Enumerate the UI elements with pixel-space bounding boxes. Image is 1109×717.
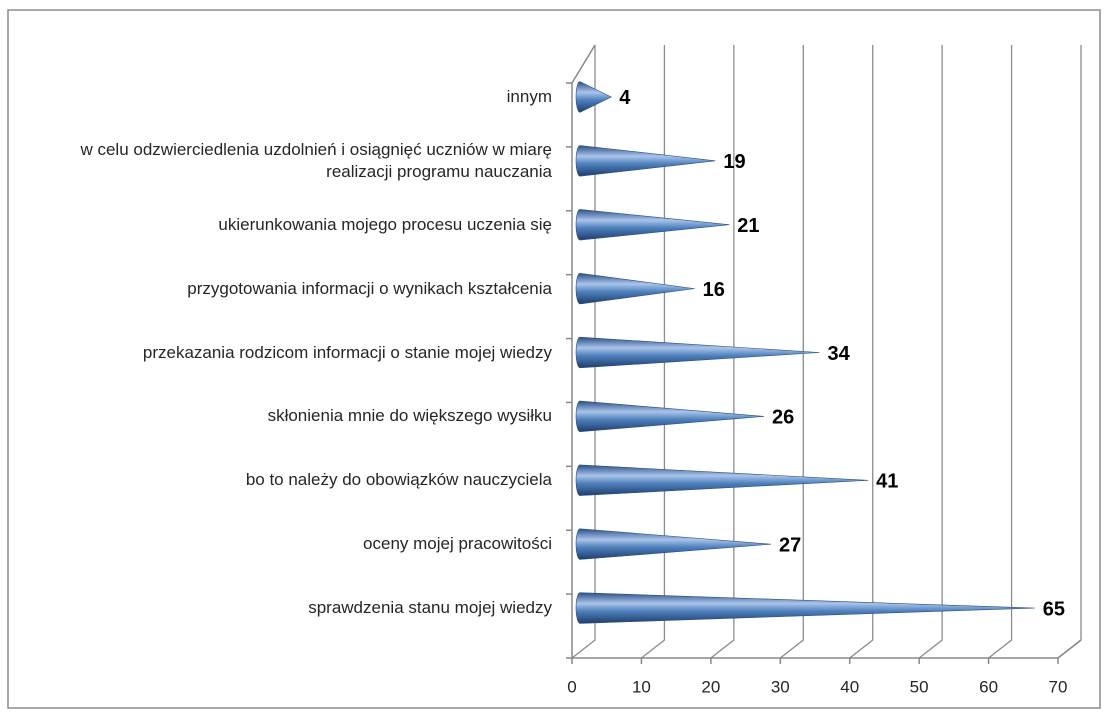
y-tick-label: w celu odzwierciedlenia uzdolnień i osią… xyxy=(80,139,552,181)
grid-line xyxy=(1057,45,1082,659)
y-tick-label: oceny mojej pracowitości xyxy=(363,534,552,554)
bar xyxy=(575,592,1035,624)
x-tick-label: 30 xyxy=(771,677,790,696)
y-tick-label: sprawdzenia stanu mojej wiedzy xyxy=(308,598,552,618)
x-tick-label: 10 xyxy=(632,677,651,696)
bar xyxy=(575,272,695,305)
data-label: 21 xyxy=(737,215,759,237)
data-label: 34 xyxy=(828,343,851,365)
data-label: 27 xyxy=(779,534,801,556)
bar xyxy=(575,528,771,560)
x-tick-label: 0 xyxy=(567,677,576,696)
x-tick-label: 20 xyxy=(701,677,720,696)
x-tick-label: 50 xyxy=(910,677,929,696)
data-label: 41 xyxy=(876,471,898,493)
chart-border xyxy=(7,9,1101,709)
y-tick-label: przygotowania informacji o wynikach kszt… xyxy=(187,278,552,298)
axis-line xyxy=(1057,639,1082,659)
data-label: 65 xyxy=(1043,598,1065,620)
grid-line xyxy=(849,45,874,659)
y-tick-label: bo to należy do obowiązków nauczyciela xyxy=(245,470,552,490)
grid-line xyxy=(779,45,804,659)
grid-line xyxy=(571,45,596,659)
grid-line xyxy=(918,45,943,659)
y-tick-label: ukierunkowania mojego procesu uczenia si… xyxy=(218,214,552,234)
axis-line xyxy=(571,44,596,84)
grid-line xyxy=(641,45,666,659)
data-label: 19 xyxy=(723,151,745,173)
y-tick-label: skłonienia mnie do większego wysiłku xyxy=(267,406,552,426)
data-label: 26 xyxy=(772,407,794,429)
grid-line xyxy=(988,45,1013,659)
grid-line xyxy=(710,45,735,659)
x-tick-label: 40 xyxy=(840,677,859,696)
bar xyxy=(575,336,820,369)
y-tick-label: przekazania rodzicom informacji o stanie… xyxy=(142,342,552,362)
bar xyxy=(575,81,612,113)
data-label: 4 xyxy=(619,87,631,109)
bar xyxy=(575,145,716,177)
x-tick-label: 60 xyxy=(979,677,998,696)
y-tick-label: innym xyxy=(506,86,552,106)
bar xyxy=(575,209,730,241)
x-tick-label: 70 xyxy=(1049,677,1068,696)
data-label: 16 xyxy=(703,279,725,301)
bar xyxy=(575,400,765,433)
bar xyxy=(575,464,869,496)
